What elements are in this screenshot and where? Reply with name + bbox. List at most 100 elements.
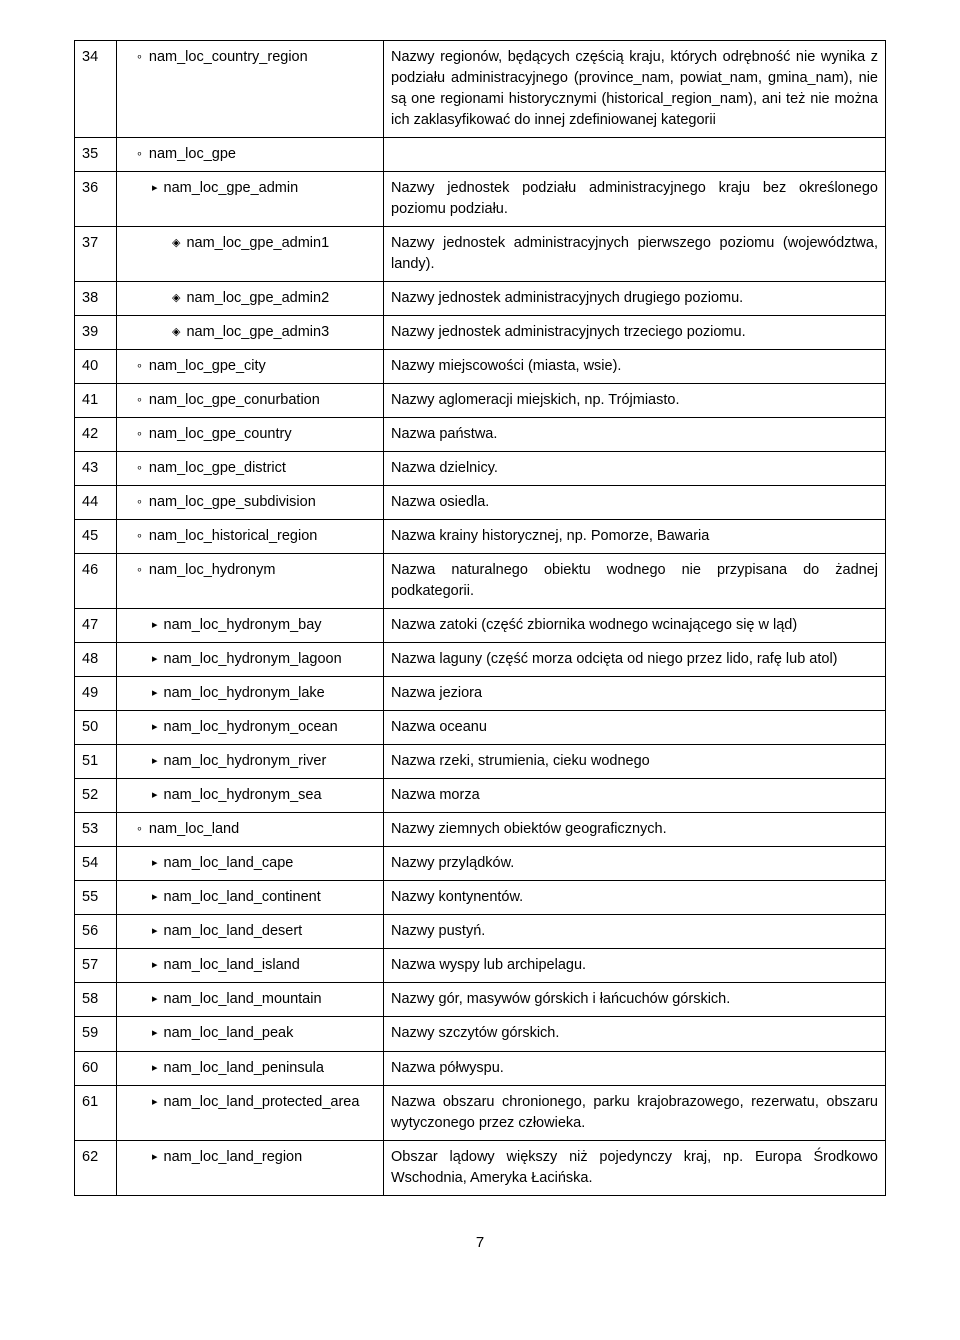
row-name-cell: ▸nam_loc_land_island: [117, 949, 384, 983]
row-name-cell: ▸ nam_loc_land_mountain: [117, 983, 384, 1017]
triangle-bullet-icon: ▸: [152, 1147, 158, 1168]
row-name-cell: ◈nam_loc_gpe_admin3: [117, 316, 384, 350]
table-row: 50▸nam_loc_hydronym_oceanNazwa oceanu: [75, 711, 886, 745]
row-description: Nazwa wyspy lub archipelagu.: [384, 949, 886, 983]
row-description: Nazwy jednostek podziału administracyjne…: [384, 172, 886, 227]
table-row: 59 ▸ nam_loc_land_peak Nazwy szczytów górsk…: [75, 1017, 886, 1051]
row-description: Nazwa morza: [384, 779, 886, 813]
row-description: Nazwa półwyspu.: [384, 1051, 886, 1085]
row-name-cell: ▸ nam_loc_hydronym_ocean: [117, 711, 384, 745]
table-row: 60▸nam_loc_land_peninsulaNazwa półwyspu.: [75, 1051, 886, 1085]
circle-bullet-icon: ∘: [136, 144, 143, 165]
row-description: Nazwy aglomeracji miejskich, np. Trójmia…: [384, 384, 886, 418]
row-name-cell: ▸nam_loc_land_desert: [117, 915, 384, 949]
row-number: 38: [75, 282, 117, 316]
row-description: Nazwy przylądków.: [384, 847, 886, 881]
page-number: 7: [74, 1234, 886, 1251]
table-row: 57▸nam_loc_land_islandNazwa wyspy lub ar…: [75, 949, 886, 983]
row-number: 44: [75, 486, 117, 520]
row-number: 48: [75, 643, 117, 677]
row-number: 35: [75, 138, 117, 172]
row-name: nam_loc_hydronym_sea: [164, 785, 376, 806]
row-number: 55: [75, 881, 117, 915]
row-number: 59: [75, 1017, 117, 1051]
row-name: nam_loc_land_mountain: [164, 989, 376, 1010]
row-description: Nazwa osiedla.: [384, 486, 886, 520]
row-description: Nazwy pustyń.: [384, 915, 886, 949]
triangle-bullet-icon: ▸: [152, 717, 158, 738]
table-row: 39◈nam_loc_gpe_admin3Nazwy jednostek adm…: [75, 316, 886, 350]
row-name-cell: ∘nam_loc_gpe: [117, 138, 384, 172]
row-name: nam_loc_hydronym_ocean: [164, 717, 376, 738]
row-number: 39: [75, 316, 117, 350]
row-name-cell: ◈nam_loc_gpe_admin2: [117, 282, 384, 316]
row-description: Nazwa naturalnego obiektu wodnego nie pr…: [384, 554, 886, 609]
row-name: nam_loc_hydronym_lake: [164, 683, 376, 704]
table-row: 34∘nam_loc_country_regionNazwy regionów,…: [75, 41, 886, 138]
row-name: nam_loc_gpe_admin3: [186, 322, 376, 343]
table-row: 55▸nam_loc_land_continentNazwy kontynent…: [75, 881, 886, 915]
row-number: 43: [75, 452, 117, 486]
table-row: 51▸nam_loc_hydronym_riverNazwa rzeki, st…: [75, 745, 886, 779]
triangle-bullet-icon: ▸: [152, 989, 158, 1010]
row-description: Nazwy jednostek administracyjnych trzeci…: [384, 316, 886, 350]
row-name: nam_loc_hydronym: [149, 560, 376, 581]
triangle-bullet-icon: ▸: [152, 853, 158, 874]
row-name: nam_loc_land_protected_area: [164, 1092, 376, 1113]
row-name-cell: ▸nam_loc_hydronym_river: [117, 745, 384, 779]
row-name-cell: ∘nam_loc_historical_region: [117, 520, 384, 554]
row-name: nam_loc_gpe_admin: [164, 178, 376, 199]
circle-bullet-icon: ∘: [136, 560, 143, 581]
categories-table: 34∘nam_loc_country_regionNazwy regionów,…: [74, 40, 886, 1196]
triangle-bullet-icon: ▸: [152, 1023, 158, 1044]
row-number: 42: [75, 418, 117, 452]
triangle-bullet-icon: ▸: [152, 751, 158, 772]
row-description: Nazwy kontynentów.: [384, 881, 886, 915]
row-name-cell: ▸ nam_loc_land_peak: [117, 1017, 384, 1051]
row-name: nam_loc_gpe_city: [149, 356, 376, 377]
row-name: nam_loc_gpe_admin1: [186, 233, 376, 254]
table-row: 53∘nam_loc_landNazwy ziemnych obiektów g…: [75, 813, 886, 847]
row-number: 54: [75, 847, 117, 881]
row-name: nam_loc_gpe_conurbation: [149, 390, 376, 411]
circle-bullet-icon: ∘: [136, 47, 143, 68]
triangle-bullet-icon: ▸: [152, 887, 158, 908]
row-name: nam_loc_gpe_admin2: [186, 288, 376, 309]
row-name-cell: ∘ nam_loc_country_region: [117, 41, 384, 138]
row-number: 50: [75, 711, 117, 745]
table-row: 62▸nam_loc_land_regionObszar lądowy więk…: [75, 1140, 886, 1195]
row-description: Obszar lądowy większy niż pojedynczy kra…: [384, 1140, 886, 1195]
row-number: 53: [75, 813, 117, 847]
row-description: Nazwy jednostek administracyjnych drugie…: [384, 282, 886, 316]
table-row: 45∘nam_loc_historical_regionNazwa krainy…: [75, 520, 886, 554]
row-name: nam_loc_hydronym_bay: [164, 615, 376, 636]
row-description: Nazwy miejscowości (miasta, wsie).: [384, 350, 886, 384]
row-name-cell: ∘ nam_loc_gpe_conurbation: [117, 384, 384, 418]
circle-bullet-icon: ∘: [136, 458, 143, 479]
row-number: 41: [75, 384, 117, 418]
row-number: 47: [75, 609, 117, 643]
triangle-bullet-icon: ▸: [152, 683, 158, 704]
circle-bullet-icon: ∘: [136, 492, 143, 513]
row-name-cell: ∘nam_loc_land: [117, 813, 384, 847]
table-row: 35∘nam_loc_gpe: [75, 138, 886, 172]
row-description: Nazwy ziemnych obiektów geograficznych.: [384, 813, 886, 847]
row-name-cell: ▸nam_loc_land_protected_area: [117, 1085, 384, 1140]
circle-bullet-icon: ∘: [136, 390, 143, 411]
row-name-cell: ▸ nam_loc_gpe_admin: [117, 172, 384, 227]
row-name: nam_loc_land_peak: [164, 1023, 376, 1044]
row-name-cell: ▸nam_loc_land_continent: [117, 881, 384, 915]
row-number: 61: [75, 1085, 117, 1140]
row-number: 60: [75, 1051, 117, 1085]
row-name: nam_loc_gpe_country: [149, 424, 376, 445]
triangle-bullet-icon: ▸: [152, 178, 158, 199]
table-row: 43∘nam_loc_gpe_districtNazwa dzielnicy.: [75, 452, 886, 486]
row-name: nam_loc_country_region: [149, 47, 376, 68]
row-name-cell: ▸nam_loc_hydronym_bay: [117, 609, 384, 643]
row-number: 36: [75, 172, 117, 227]
row-description: Nazwy szczytów górskich.: [384, 1017, 886, 1051]
circle-bullet-icon: ∘: [136, 526, 143, 547]
row-name: nam_loc_land: [149, 819, 376, 840]
table-row: 38◈nam_loc_gpe_admin2Nazwy jednostek adm…: [75, 282, 886, 316]
table-row: 61▸nam_loc_land_protected_areaNazwa obsz…: [75, 1085, 886, 1140]
